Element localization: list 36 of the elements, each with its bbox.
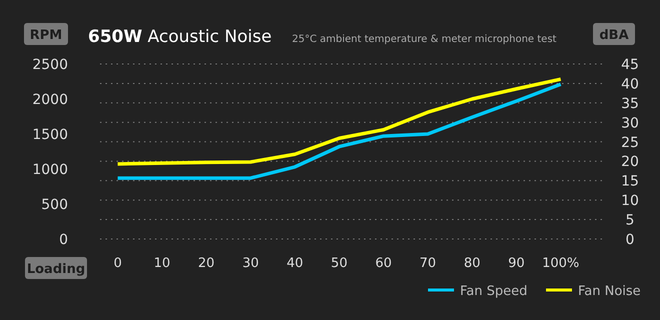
line-series: [116, 77, 562, 166]
line-series: [116, 82, 562, 180]
y2-tick-label: 35: [621, 96, 639, 112]
legend-label: Fan Noise: [578, 284, 641, 299]
x-tick-label: 50: [330, 256, 348, 271]
y2-tick-label: 15: [621, 174, 639, 190]
x-tick-label: 40: [286, 256, 304, 271]
legend-label: Fan Speed: [460, 284, 528, 299]
x-tick-label: 80: [464, 256, 480, 271]
y-tick-label: 500: [41, 197, 68, 213]
y-tick-label: 1500: [32, 127, 68, 143]
y-axis-title: RPM: [30, 28, 62, 43]
y-tick-label: 1000: [32, 162, 68, 178]
x-tick-label: 100%: [542, 256, 580, 271]
y2-tick-label: 5: [626, 212, 634, 229]
y2-axis-title: dBA: [599, 28, 629, 43]
y2-tick-label: 40: [621, 76, 639, 92]
y2-tick-label: 25: [621, 134, 639, 151]
x-tick-label: 60: [375, 256, 392, 271]
x-tick-label: 70: [420, 256, 436, 271]
chart-subtitle: 25°C ambient temperature & meter microphone test: [292, 34, 557, 45]
x-tick-label: 20: [198, 256, 215, 271]
y-tick-label: 0: [59, 232, 68, 248]
y-tick-label: 2000: [32, 92, 68, 108]
y2-tick-label: 10: [621, 193, 639, 210]
chart-title: 650W Acoustic Noise: [88, 27, 272, 47]
x-tick-label: 0: [114, 256, 122, 271]
y2-tick-label: 0: [626, 232, 634, 248]
y2-tick-label: 30: [621, 115, 639, 132]
x-tick-label: 90: [508, 256, 525, 271]
x-tick-label: 10: [154, 256, 170, 271]
y-tick-label: 2500: [32, 57, 68, 73]
y2-tick-label: 45: [621, 57, 639, 73]
x-tick-label: 30: [242, 256, 259, 271]
y2-tick-label: 20: [621, 154, 639, 170]
x-axis-title: Loading: [26, 262, 86, 277]
